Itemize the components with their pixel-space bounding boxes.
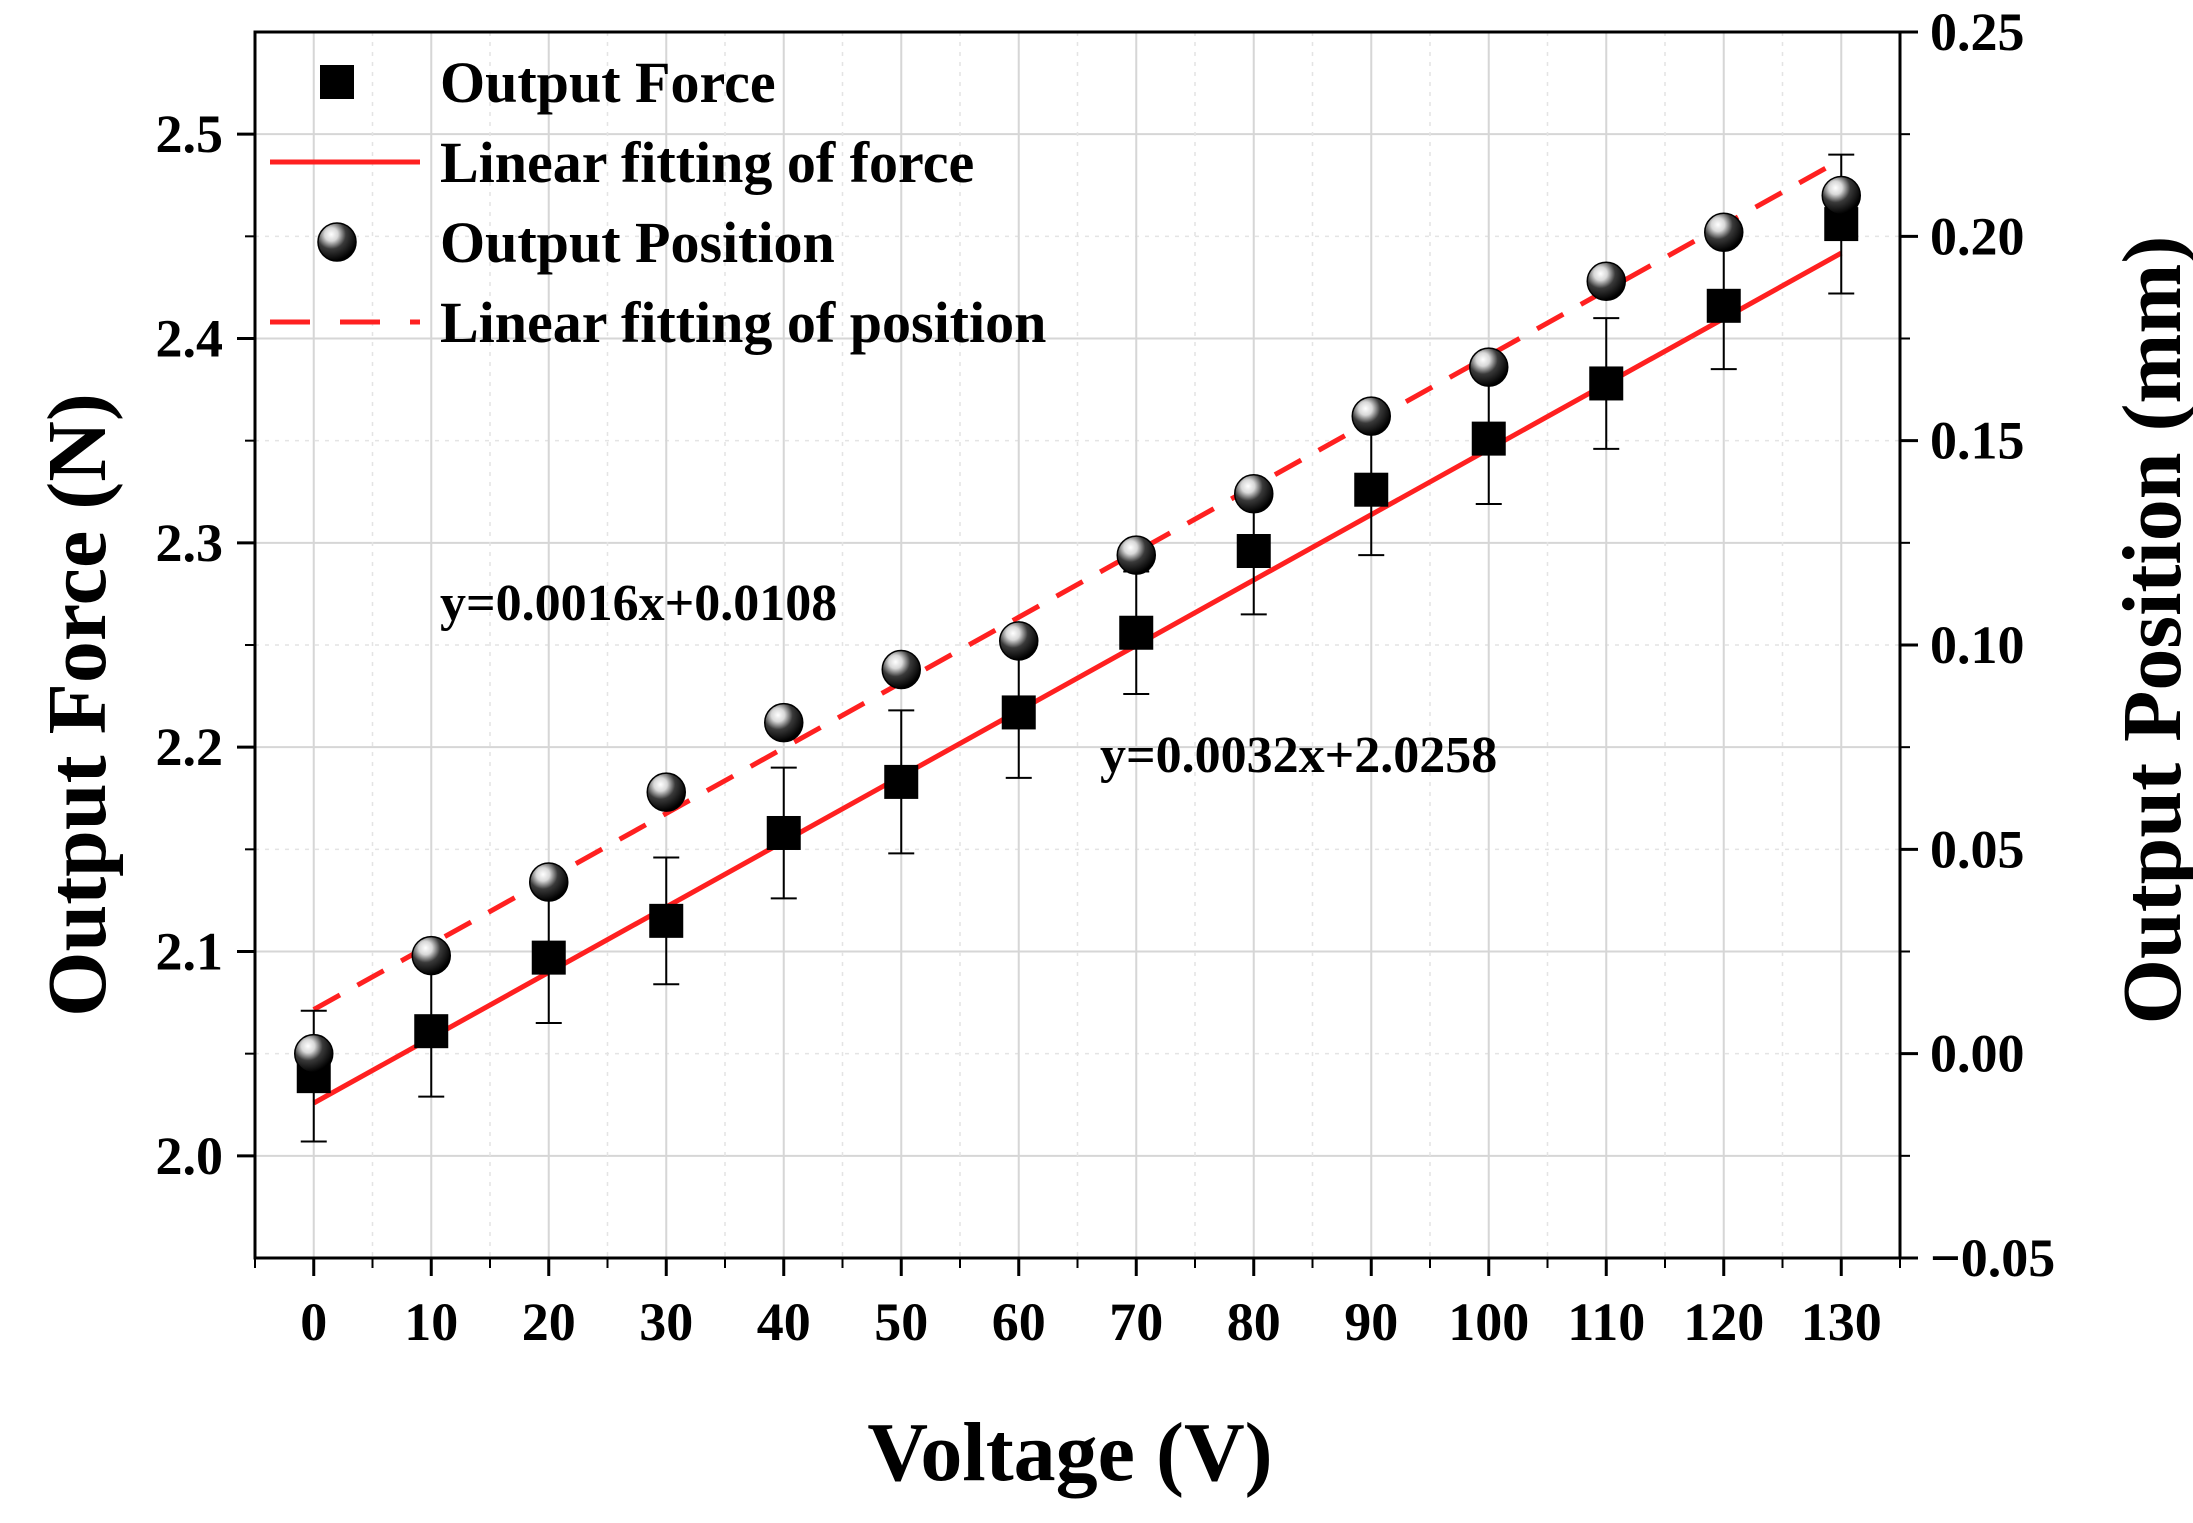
x-tick-label: 30 — [639, 1292, 693, 1352]
force-point — [1119, 615, 1154, 650]
force-point — [1354, 472, 1389, 507]
x-tick-label: 130 — [1801, 1292, 1882, 1352]
legend: Output Force Linear fitting of force Outpu… — [270, 50, 1046, 355]
force-point — [649, 903, 684, 938]
force-point — [884, 764, 919, 799]
x-tick-label: 50 — [874, 1292, 928, 1352]
x-tick-label: 90 — [1344, 1292, 1398, 1352]
position-point — [411, 935, 451, 976]
legend-item: Linear fitting of position — [270, 290, 1046, 355]
position-point — [1821, 175, 1861, 216]
force-point — [531, 940, 566, 975]
y-right-tick-label: 0.20 — [1930, 206, 2025, 266]
legend-label: Linear fitting of position — [440, 290, 1046, 355]
y-left-tick-label: 2.0 — [156, 1126, 224, 1186]
force-point — [414, 1014, 449, 1049]
fit-lines — [312, 157, 1843, 1106]
force-point — [1236, 534, 1271, 569]
position-point — [1116, 535, 1156, 575]
force-point — [1471, 421, 1506, 456]
force-fit-line — [312, 250, 1843, 1106]
x-tick-label: 110 — [1567, 1292, 1645, 1352]
y-right-tick-label: 0.25 — [1930, 2, 2025, 62]
x-tick-label: 0 — [300, 1292, 327, 1352]
y-axis-left-title: Output Force (N) — [31, 393, 124, 1017]
x-tick-label: 80 — [1227, 1292, 1281, 1352]
x-tick-label: 60 — [992, 1292, 1046, 1352]
x-tick-label: 100 — [1448, 1292, 1529, 1352]
position-point — [1586, 261, 1626, 302]
y-right-tick-label: 0.00 — [1930, 1024, 2025, 1084]
y-right-tick-label: −0.05 — [1930, 1228, 2055, 1288]
x-tick-label: 20 — [522, 1292, 576, 1352]
legend-square-symbol — [320, 65, 354, 99]
position-point — [1234, 474, 1274, 514]
position-point — [646, 772, 686, 812]
x-axis-title: Voltage (V) — [867, 1406, 1272, 1499]
force-point — [1589, 366, 1624, 401]
position-point — [1351, 396, 1391, 436]
position-point — [999, 621, 1039, 661]
legend-label: Output Force — [440, 50, 776, 115]
legend-item: Output Force — [320, 50, 776, 115]
axes: 0 10 20 30 40 50 60 70 80 90 100 110 120 130 2.0 2.1 2.2… — [156, 2, 2056, 1352]
position-point — [294, 1033, 334, 1074]
x-tick-label: 70 — [1109, 1292, 1163, 1352]
y-axis-right-title: Output Position (mm) — [2106, 236, 2193, 1025]
legend-item: Linear fitting of force — [270, 130, 974, 195]
position-point — [529, 862, 569, 902]
force-fit-equation: y=0.0032x+2.0258 — [1100, 727, 1497, 784]
position-point — [764, 702, 804, 743]
legend-item: Output Position — [317, 210, 835, 275]
position-fit-equation: y=0.0016x+0.0108 — [440, 575, 837, 632]
position-point — [881, 649, 921, 690]
data-markers — [294, 175, 1861, 1094]
x-tick-label: 10 — [404, 1292, 458, 1352]
y-left-tick-label: 2.2 — [156, 717, 224, 777]
y-right-tick-label: 0.10 — [1930, 615, 2025, 675]
force-point — [766, 815, 801, 850]
position-point — [1469, 347, 1509, 387]
x-tick-label: 120 — [1683, 1292, 1764, 1352]
y-right-tick-label: 0.15 — [1930, 411, 2025, 471]
grid-layer — [255, 32, 1901, 1258]
x-tick-label: 40 — [757, 1292, 811, 1352]
legend-sphere-symbol — [317, 222, 357, 262]
force-point — [1706, 288, 1741, 323]
y-left-tick-label: 2.1 — [156, 922, 224, 982]
legend-label: Output Position — [440, 210, 835, 275]
position-point — [1704, 212, 1744, 252]
position-fit-line — [312, 157, 1843, 1012]
force-point — [1001, 695, 1036, 730]
y-left-tick-label: 2.5 — [156, 104, 224, 164]
y-right-tick-label: 0.05 — [1930, 819, 2025, 879]
legend-label: Linear fitting of force — [440, 130, 974, 195]
y-left-tick-label: 2.3 — [156, 513, 224, 573]
y-left-tick-label: 2.4 — [156, 309, 224, 369]
